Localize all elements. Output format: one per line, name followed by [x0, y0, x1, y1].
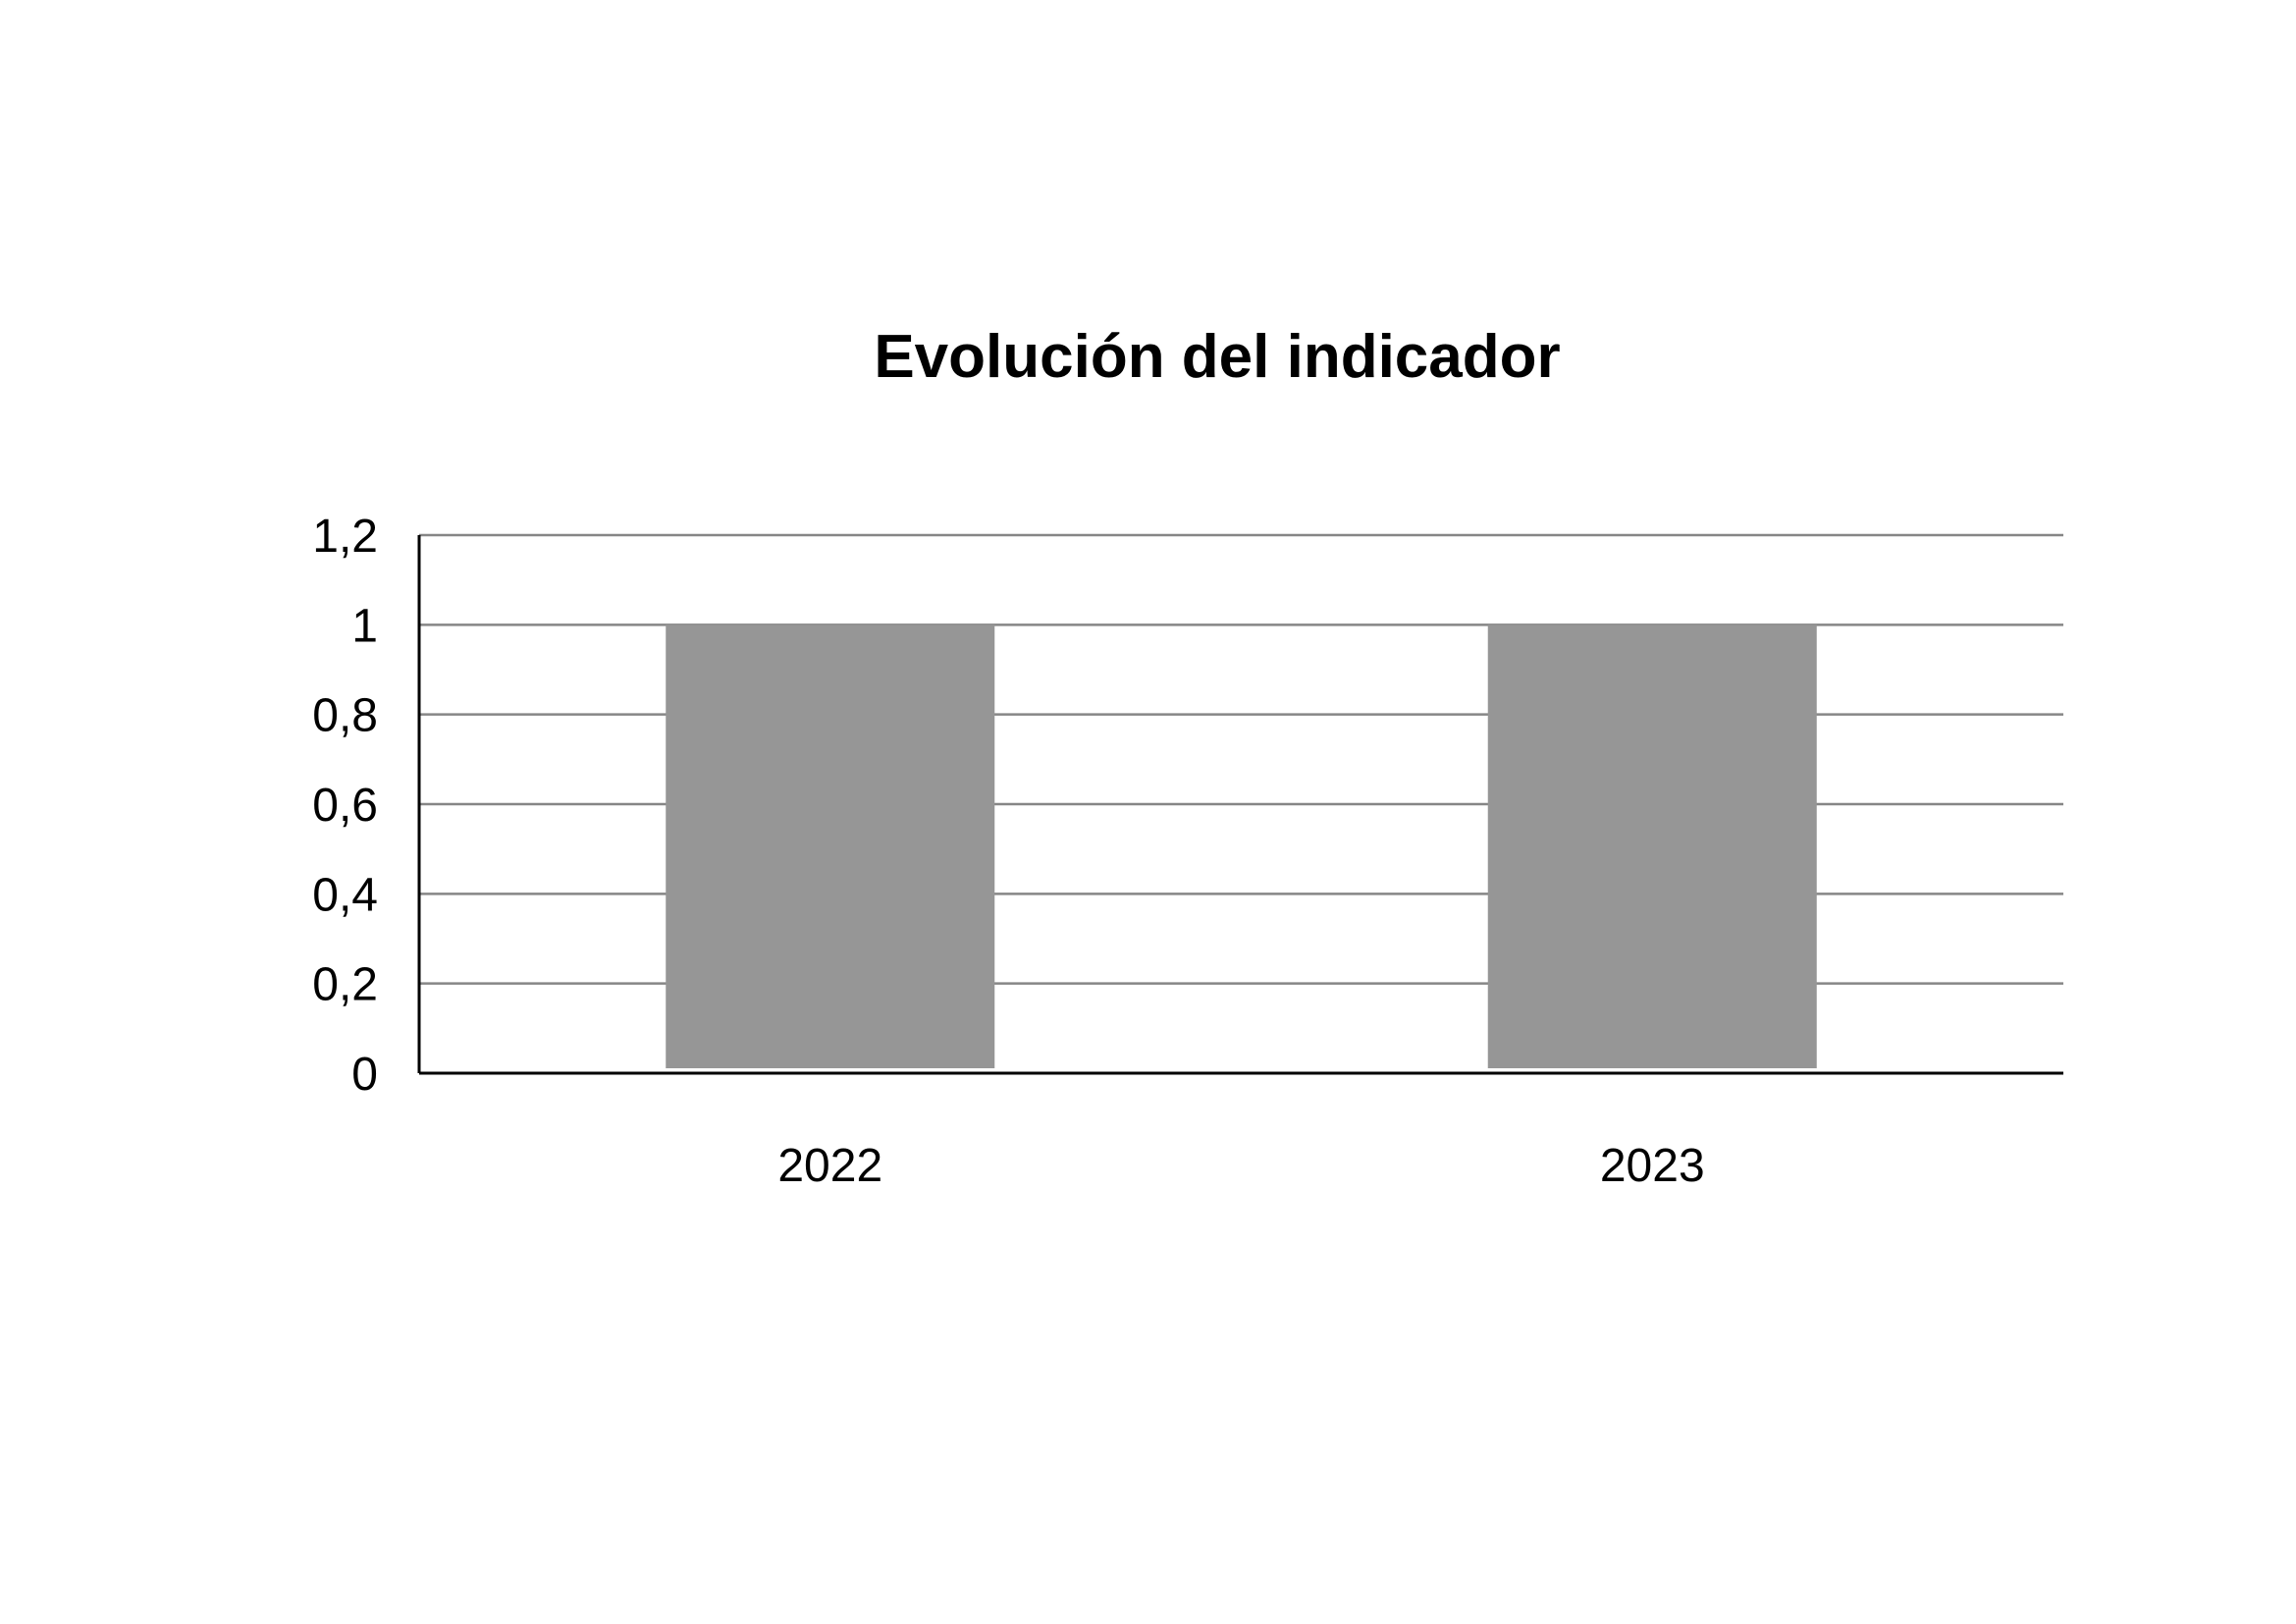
y-tick-label: 0,6: [312, 780, 378, 832]
y-tick-label: 1,2: [312, 511, 378, 563]
bar-2023: [1487, 624, 1817, 1068]
x-axis-tick-labels: 2022 2023: [777, 1140, 1704, 1192]
y-axis-tick-labels: 0 0,2 0,4 0,6 0,8 1 1,2: [312, 511, 378, 1101]
y-tick-label: 0,8: [312, 690, 378, 742]
bars: [666, 624, 1817, 1068]
y-tick-label: 0,2: [312, 959, 378, 1011]
chart-title: Evolución del indicador: [874, 323, 1560, 391]
y-tick-label: 0: [351, 1049, 378, 1101]
bar-2022: [666, 624, 995, 1068]
y-tick-label: 0,4: [312, 869, 378, 921]
x-tick-label: 2022: [777, 1140, 882, 1192]
axes: [417, 535, 2063, 1075]
y-tick-label: 1: [351, 600, 378, 652]
x-tick-label: 2023: [1600, 1140, 1705, 1192]
